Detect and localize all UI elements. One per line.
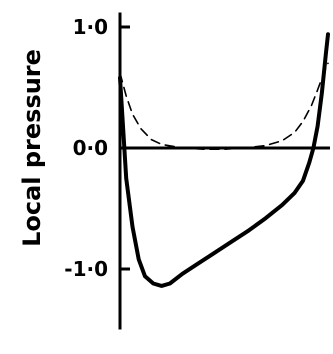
y-axis-group: 1·0 0·0 -1·0	[64, 12, 330, 330]
solid-series-line	[118, 32, 330, 288]
dashed-series-line	[119, 62, 329, 150]
y-tick-label: 1·0	[73, 15, 108, 39]
y-axis-title: Local pressure	[18, 49, 46, 247]
y-tick-label: -1·0	[64, 257, 108, 281]
series-group	[118, 32, 330, 288]
y-tick-label: 0·0	[73, 136, 108, 160]
